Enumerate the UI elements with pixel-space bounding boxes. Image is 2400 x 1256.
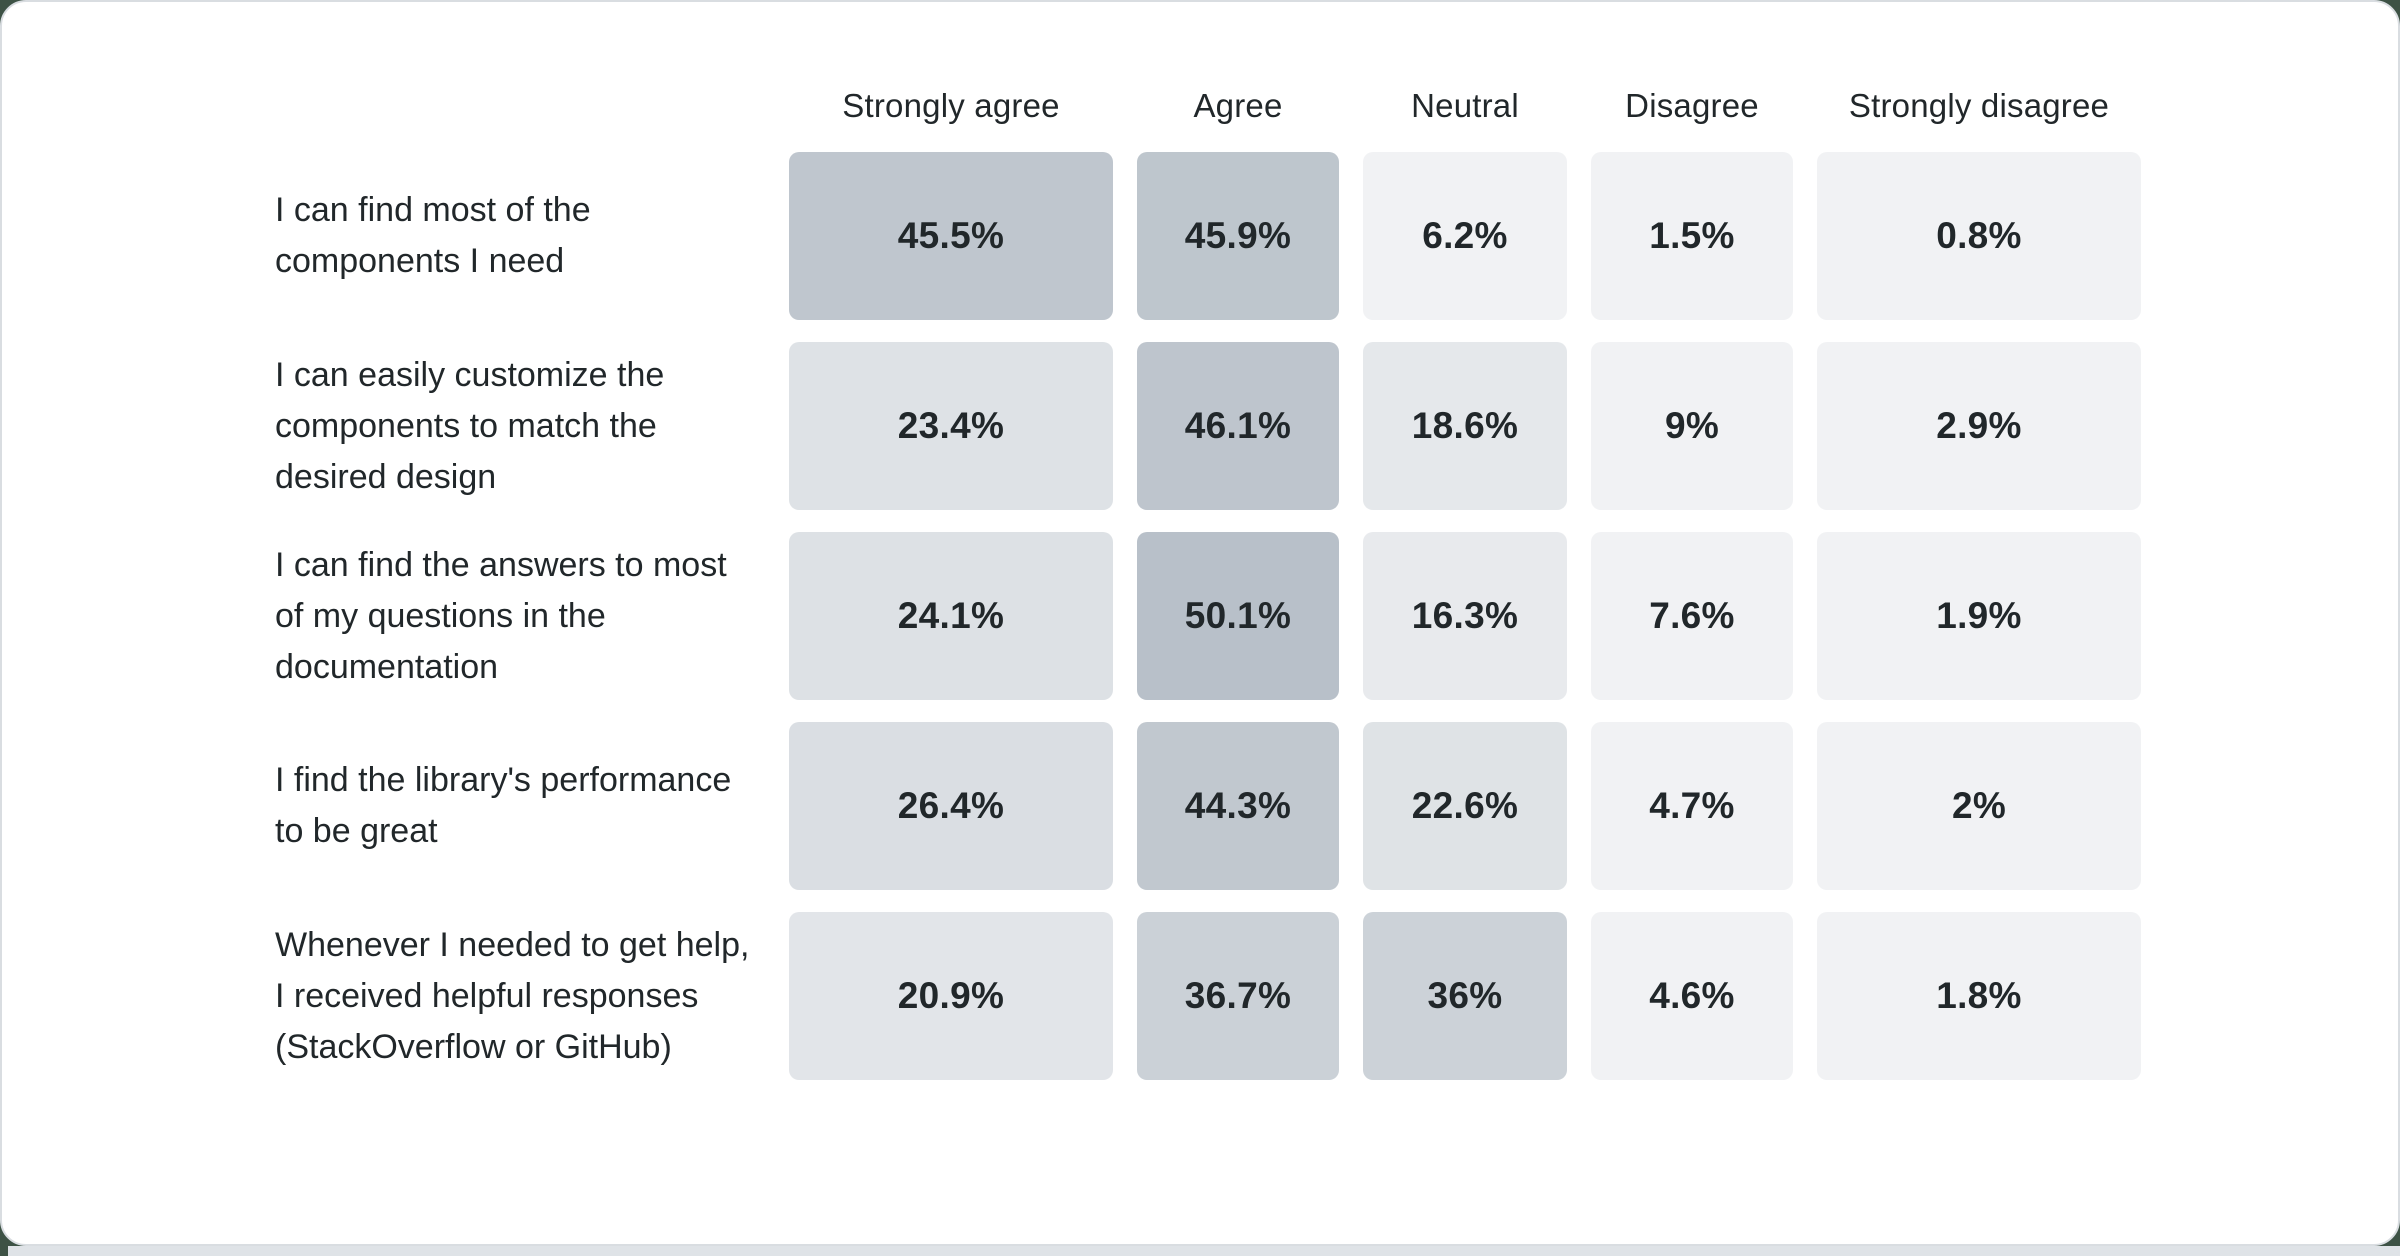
column-header-disagree: Disagree	[1625, 87, 1759, 124]
row-label: I can find most of the components I need	[275, 191, 591, 280]
heatmap-cell: 1.8%	[1817, 912, 2141, 1080]
row-label: I find the library's performance to be g…	[275, 761, 732, 850]
survey-rows: I can find most of the components I need…	[2, 152, 2398, 1080]
column-header-agree: Agree	[1193, 87, 1283, 124]
column-header-neutral: Neutral	[1411, 87, 1519, 124]
heatmap-cell: 36%	[1363, 912, 1567, 1080]
heatmap-cell: 7.6%	[1591, 532, 1793, 700]
heatmap-cell: 50.1%	[1137, 532, 1339, 700]
horizontal-scrollbar-track[interactable]	[8, 1246, 2400, 1256]
heatmap-cell: 26.4%	[789, 722, 1113, 890]
heatmap-cell: 0.8%	[1817, 152, 2141, 320]
heatmap-cell: 20.9%	[789, 912, 1113, 1080]
heatmap-cell: 2.9%	[1817, 342, 2141, 510]
heatmap-cell: 18.6%	[1363, 342, 1567, 510]
heatmap-cell: 16.3%	[1363, 532, 1567, 700]
heatmap-cell: 45.5%	[789, 152, 1113, 320]
heatmap-cell: 1.9%	[1817, 532, 2141, 700]
table-row: Whenever I needed to get help, I receive…	[2, 912, 2398, 1080]
heatmap-cell: 22.6%	[1363, 722, 1567, 890]
heatmap-cell: 44.3%	[1137, 722, 1339, 890]
table-row: I can easily customize the components to…	[2, 342, 2398, 510]
heatmap-cell: 4.6%	[1591, 912, 1793, 1080]
header-row: Strongly agree Agree Neutral Disagree St…	[2, 2, 2398, 152]
row-label: I can find the answers to most of my que…	[275, 545, 727, 686]
heatmap-cell: 1.5%	[1591, 152, 1793, 320]
column-header-strongly-disagree: Strongly disagree	[1848, 87, 2110, 124]
row-label: Whenever I needed to get help, I receive…	[275, 925, 750, 1066]
heatmap-cell: 6.2%	[1363, 152, 1567, 320]
heatmap-cell: 23.4%	[789, 342, 1113, 510]
heatmap-cell: 36.7%	[1137, 912, 1339, 1080]
column-header-strongly-agree: Strongly agree	[842, 87, 1060, 124]
heatmap-cell: 45.9%	[1137, 152, 1339, 320]
heatmap-cell: 4.7%	[1591, 722, 1793, 890]
row-label: I can easily customize the components to…	[275, 355, 665, 496]
heatmap-cell: 2%	[1817, 722, 2141, 890]
table-row: I can find the answers to most of my que…	[2, 532, 2398, 700]
table-row: I can find most of the components I need…	[2, 152, 2398, 320]
table-row: I find the library's performance to be g…	[2, 722, 2398, 890]
heatmap-cell: 24.1%	[789, 532, 1113, 700]
heatmap-cell: 46.1%	[1137, 342, 1339, 510]
heatmap-cell: 9%	[1591, 342, 1793, 510]
